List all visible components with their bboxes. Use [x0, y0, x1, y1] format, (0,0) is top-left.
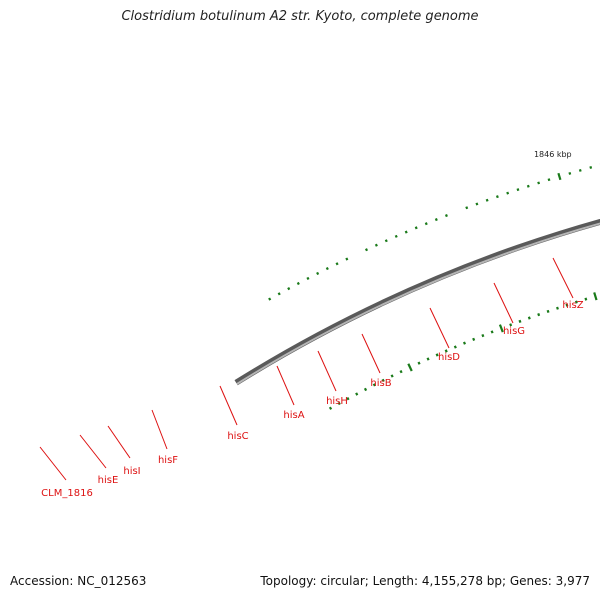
gene-leader-line	[317, 350, 337, 392]
inner-tick	[481, 333, 485, 338]
minor-tick	[404, 230, 408, 234]
inner-tick	[407, 363, 413, 372]
inner-tick	[444, 349, 448, 353]
gene-leader-line	[151, 409, 168, 450]
minor-tick	[434, 218, 438, 222]
inner-tick	[426, 357, 430, 361]
minor-tick	[465, 206, 469, 210]
minor-tick	[306, 276, 310, 281]
inner-tick	[565, 303, 569, 307]
inner-tick	[537, 313, 541, 317]
minor-tick	[547, 178, 551, 182]
minor-tick	[394, 234, 398, 238]
inner-tick	[462, 341, 467, 345]
inner-tick	[472, 337, 476, 341]
gene-leader-line	[276, 365, 295, 406]
inner-tick	[372, 383, 376, 387]
kbp-scale-label: 1846 kbp	[534, 150, 572, 159]
gene-label[interactable]: hisG	[503, 326, 525, 337]
minor-tick	[589, 166, 593, 169]
inner-tick	[435, 353, 439, 357]
gene-label[interactable]: hisE	[98, 475, 119, 486]
inner-tick	[593, 292, 598, 301]
gene-leader-line	[219, 385, 238, 426]
inner-tick	[381, 378, 385, 383]
minor-tick	[287, 287, 291, 291]
minor-tick	[537, 181, 541, 185]
inner-tick	[490, 330, 494, 334]
gene-label[interactable]: hisH	[326, 396, 348, 407]
minor-tick	[277, 292, 281, 296]
minor-tick	[485, 198, 489, 202]
minor-tick	[268, 297, 272, 301]
gene-label[interactable]: hisA	[283, 410, 304, 421]
gene-label[interactable]: hisI	[123, 466, 140, 477]
inner-tick	[328, 406, 333, 410]
minor-tick	[495, 195, 499, 199]
inner-tick-scale	[328, 292, 598, 410]
backbone-line	[234, 218, 600, 386]
inner-tick	[355, 392, 359, 396]
gene-leader-line	[493, 282, 514, 324]
minor-tick	[296, 281, 300, 286]
outer-kbp-scale: 1837 kbp1838 kbp1839 kbp1840 kbp1841 kbp…	[268, 150, 600, 301]
gene-label[interactable]: hisZ	[562, 300, 583, 311]
inner-tick	[498, 324, 504, 333]
gene-leader-line	[39, 446, 67, 481]
major-tick	[557, 172, 562, 181]
minor-tick	[516, 188, 520, 192]
gene-labels: hisZ hisG hisD hisB hisH hisA hisC hisF hisI hisE…	[39, 257, 584, 499]
gene-leader-line	[361, 333, 381, 374]
minor-tick	[578, 168, 582, 172]
minor-tick	[345, 257, 349, 261]
inner-tick	[417, 361, 421, 365]
minor-tick	[325, 267, 329, 271]
gene-label[interactable]: hisF	[158, 455, 178, 466]
minor-tick	[414, 226, 418, 230]
gene-leader-line	[79, 434, 107, 469]
minor-tick	[526, 184, 530, 188]
inner-tick	[584, 297, 588, 301]
minor-tick	[424, 222, 428, 226]
genome-summary-text: Topology: circular; Length: 4,155,278 bp…	[260, 574, 590, 588]
inner-tick	[453, 345, 457, 349]
inner-tick	[574, 300, 578, 304]
minor-tick	[568, 171, 572, 175]
inner-tick	[546, 309, 550, 313]
inner-tick	[337, 401, 341, 406]
map-title: Clostridium botulinum A2 str. Kyoto, com…	[121, 9, 479, 24]
inner-tick	[518, 319, 522, 323]
minor-tick	[335, 262, 339, 266]
minor-tick	[364, 248, 369, 252]
gene-label[interactable]: hisD	[438, 352, 460, 363]
gene-leader-line	[429, 307, 450, 349]
inner-tick	[399, 369, 403, 374]
inner-tick	[509, 323, 513, 327]
minor-tick	[374, 243, 378, 247]
gene-label[interactable]: CLM_1816	[41, 488, 93, 499]
inner-tick	[390, 374, 394, 378]
gene-leader-line	[552, 257, 574, 299]
inner-tick	[363, 387, 368, 392]
gene-leader-line	[107, 425, 131, 459]
minor-tick	[475, 202, 479, 206]
gene-label[interactable]: hisC	[227, 431, 248, 442]
minor-tick	[506, 191, 510, 195]
inner-tick	[556, 306, 559, 310]
gene-label[interactable]: hisB	[370, 378, 391, 389]
backbone-highlight	[236, 222, 600, 385]
inner-tick	[527, 316, 531, 320]
inner-tick	[346, 397, 350, 401]
minor-tick	[384, 239, 388, 243]
genome-backbone	[234, 218, 600, 386]
minor-tick	[444, 214, 448, 218]
accession-text: Accession: NC_012563	[10, 574, 147, 588]
minor-tick	[316, 271, 320, 276]
